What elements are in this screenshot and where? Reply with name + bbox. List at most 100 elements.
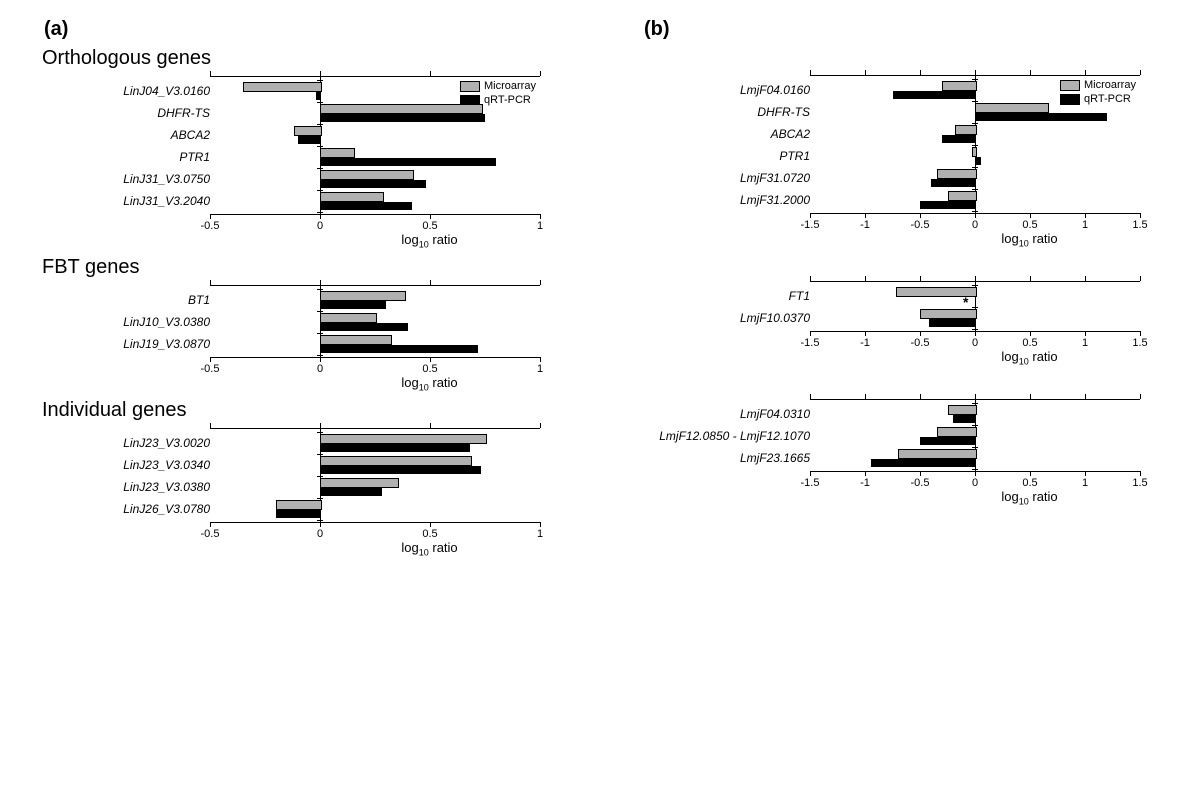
y-tick [972, 145, 978, 146]
gene-label: ABCA2 [640, 127, 818, 141]
x-tick-label: 0 [317, 220, 323, 232]
bar-qrtpcr [320, 444, 470, 452]
gene-label: LmjF12.0850 - LmjF12.1070 [640, 429, 818, 443]
bar-microarray [320, 104, 483, 114]
column-b-sections: -1.5-1-0.500.511.5log10 ratioMicroarrayq… [640, 47, 1200, 511]
x-tick-label: 1 [537, 363, 543, 375]
x-tick [810, 471, 811, 476]
x-tick-top [1030, 276, 1031, 281]
x-tick [865, 471, 866, 476]
bar-microarray [937, 169, 978, 179]
bar-microarray [975, 103, 1049, 113]
chart: -1.5-1-0.500.511.5log10 ratioMicroarrayq… [640, 73, 1160, 253]
x-tick-top [975, 276, 976, 281]
x-tick-label: 0.5 [1022, 337, 1037, 349]
gene-label: LmjF31.2000 [640, 193, 818, 207]
x-tick-label: 0.5 [422, 220, 437, 232]
x-tick-top [540, 423, 541, 428]
x-tick-top [975, 394, 976, 399]
x-tick [430, 357, 431, 362]
bar-qrtpcr [320, 180, 426, 188]
x-tick-top [810, 276, 811, 281]
x-axis-label: log10 ratio [401, 375, 457, 393]
x-tick [430, 522, 431, 527]
bar-microarray [320, 170, 414, 180]
y-tick [317, 289, 323, 290]
gene-label: LinJ23_V3.0020 [40, 436, 218, 450]
x-tick-label: 1.5 [1132, 477, 1147, 489]
x-tick-label: 0.5 [422, 363, 437, 375]
x-tick-top [1030, 394, 1031, 399]
x-tick [540, 357, 541, 362]
y-tick [317, 355, 323, 356]
y-tick [317, 333, 323, 334]
column-a: (a) Orthologous genes-0.500.51log10 rati… [40, 18, 600, 562]
bar-microarray [276, 500, 322, 510]
chart: -0.500.51log10 ratioLinJ23_V3.0020LinJ23… [40, 426, 560, 562]
y-tick [317, 498, 323, 499]
x-tick-top [320, 71, 321, 76]
asterisk-marker: * [963, 294, 968, 310]
x-axis-label: log10 ratio [1001, 231, 1057, 249]
x-tick [810, 331, 811, 336]
section-title: FBT genes [42, 256, 600, 279]
x-tick-top [865, 394, 866, 399]
x-tick [320, 214, 321, 219]
bar-microarray [320, 313, 377, 323]
x-tick-label: 0.5 [1022, 477, 1037, 489]
gene-label: PTR1 [640, 149, 818, 163]
bar-microarray [898, 449, 977, 459]
y-tick [972, 189, 978, 190]
x-tick-top [540, 71, 541, 76]
bar-qrtpcr [975, 157, 981, 165]
x-tick [975, 331, 976, 336]
gene-label: DHFR-TS [40, 106, 218, 120]
bar-qrtpcr [953, 415, 975, 423]
bar-qrtpcr [320, 301, 386, 309]
x-tick-top [210, 71, 211, 76]
gene-label: LinJ04_V3.0160 [40, 84, 218, 98]
y-tick [972, 211, 978, 212]
chart: -1.5-1-0.500.511.5log10 ratioFT1*LmjF10.… [640, 279, 1160, 371]
gene-label: LinJ19_V3.0870 [40, 337, 218, 351]
chart: -1.5-1-0.500.511.5log10 ratioLmjF04.0310… [640, 397, 1160, 511]
bar-qrtpcr [975, 113, 1107, 121]
x-tick [975, 213, 976, 218]
gene-label: LmjF10.0370 [640, 311, 818, 325]
column-b: (b) -1.5-1-0.500.511.5log10 ratioMicroar… [640, 18, 1200, 511]
x-tick-label: -0.5 [911, 477, 930, 489]
x-tick-label: -0.5 [201, 528, 220, 540]
x-axis-line [210, 357, 540, 358]
bar-microarray [320, 456, 472, 466]
x-tick [920, 471, 921, 476]
x-tick [210, 214, 211, 219]
x-tick-label: 0 [972, 219, 978, 231]
bar-microarray [243, 82, 322, 92]
x-tick-top [920, 70, 921, 75]
bar-microarray [972, 147, 977, 157]
panel-letter-a: (a) [44, 18, 600, 41]
y-tick [317, 476, 323, 477]
x-tick-label: -0.5 [201, 363, 220, 375]
bar-qrtpcr [320, 158, 496, 166]
gene-label: FT1 [640, 289, 818, 303]
x-tick-top [210, 280, 211, 285]
x-tick-label: 1 [1082, 219, 1088, 231]
gene-label: LmjF04.0160 [640, 83, 818, 97]
x-tick [1140, 471, 1141, 476]
bar-microarray [320, 335, 392, 345]
x-tick-label: -1.5 [801, 477, 820, 489]
x-axis-line [210, 522, 540, 523]
x-tick [1140, 331, 1141, 336]
bar-qrtpcr [320, 488, 382, 496]
legend-item-microarray: Microarray [460, 80, 536, 92]
x-tick [1140, 213, 1141, 218]
x-axis-top-line [210, 285, 540, 286]
bar-microarray [955, 125, 977, 135]
panel-letter-b: (b) [644, 18, 1200, 41]
x-tick-label: 1.5 [1132, 219, 1147, 231]
x-tick [975, 471, 976, 476]
bar-microarray [942, 81, 977, 91]
bar-qrtpcr [316, 92, 320, 100]
y-tick [972, 307, 978, 308]
